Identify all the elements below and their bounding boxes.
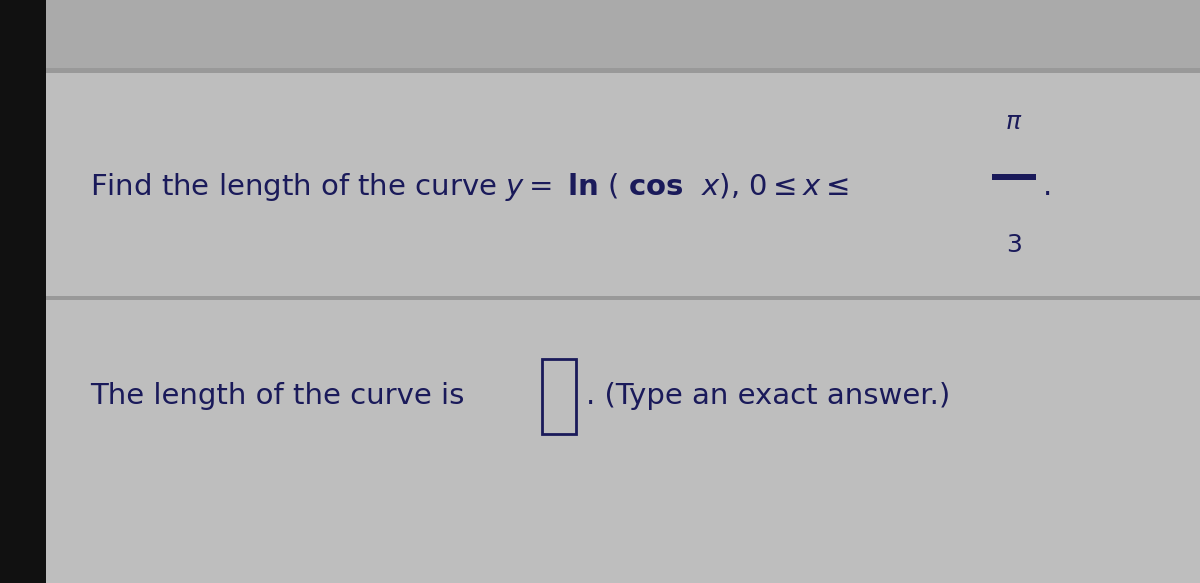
Bar — [46, 0, 1200, 70]
Text: $\pi$: $\pi$ — [1006, 110, 1022, 135]
Text: The length of the curve is: The length of the curve is — [90, 382, 464, 410]
Bar — [46, 68, 1200, 73]
Text: $3$: $3$ — [1006, 233, 1022, 257]
Text: .: . — [1043, 173, 1052, 201]
Text: . (Type an exact answer.): . (Type an exact answer.) — [586, 382, 950, 410]
FancyBboxPatch shape — [542, 359, 576, 434]
Bar — [46, 296, 1200, 300]
Text: Find the length of the curve $y =$ $\mathbf{ln}$ ( $\mathbf{cos}$  $x$), $0 \leq: Find the length of the curve $y =$ $\mat… — [90, 171, 850, 202]
Bar — [992, 174, 1036, 180]
Bar — [0, 0, 46, 583]
